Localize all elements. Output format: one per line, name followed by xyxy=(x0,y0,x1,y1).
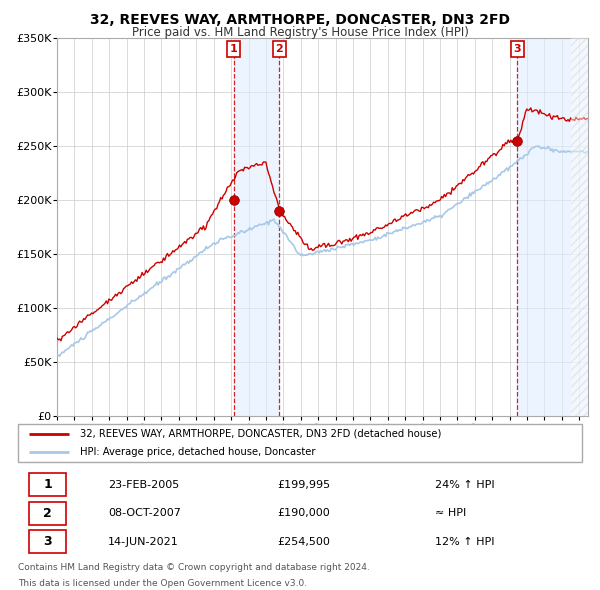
Text: 1: 1 xyxy=(43,478,52,491)
Polygon shape xyxy=(571,38,588,416)
FancyBboxPatch shape xyxy=(18,424,582,462)
Text: Contains HM Land Registry data © Crown copyright and database right 2024.: Contains HM Land Registry data © Crown c… xyxy=(18,563,370,572)
FancyBboxPatch shape xyxy=(29,502,66,525)
Text: 24% ↑ HPI: 24% ↑ HPI xyxy=(436,480,495,490)
Text: ≈ HPI: ≈ HPI xyxy=(436,509,467,518)
Text: 32, REEVES WAY, ARMTHORPE, DONCASTER, DN3 2FD (detached house): 32, REEVES WAY, ARMTHORPE, DONCASTER, DN… xyxy=(80,429,442,439)
Bar xyxy=(233,38,280,416)
Text: HPI: Average price, detached house, Doncaster: HPI: Average price, detached house, Donc… xyxy=(80,447,316,457)
FancyBboxPatch shape xyxy=(29,473,66,497)
Text: £254,500: £254,500 xyxy=(277,537,331,546)
Text: 32, REEVES WAY, ARMTHORPE, DONCASTER, DN3 2FD: 32, REEVES WAY, ARMTHORPE, DONCASTER, DN… xyxy=(90,13,510,27)
Text: This data is licensed under the Open Government Licence v3.0.: This data is licensed under the Open Gov… xyxy=(18,579,307,588)
Text: 14-JUN-2021: 14-JUN-2021 xyxy=(108,537,179,546)
Text: 12% ↑ HPI: 12% ↑ HPI xyxy=(436,537,495,546)
Bar xyxy=(517,38,588,416)
Text: 3: 3 xyxy=(514,44,521,54)
Text: Price paid vs. HM Land Registry's House Price Index (HPI): Price paid vs. HM Land Registry's House … xyxy=(131,26,469,39)
FancyBboxPatch shape xyxy=(29,530,66,553)
Text: 23-FEB-2005: 23-FEB-2005 xyxy=(108,480,179,490)
Text: 08-OCT-2007: 08-OCT-2007 xyxy=(108,509,181,518)
Text: 1: 1 xyxy=(230,44,238,54)
Text: £199,995: £199,995 xyxy=(277,480,331,490)
Text: £190,000: £190,000 xyxy=(277,509,330,518)
Text: 2: 2 xyxy=(275,44,283,54)
Text: 2: 2 xyxy=(43,507,52,520)
Text: 3: 3 xyxy=(43,535,52,548)
